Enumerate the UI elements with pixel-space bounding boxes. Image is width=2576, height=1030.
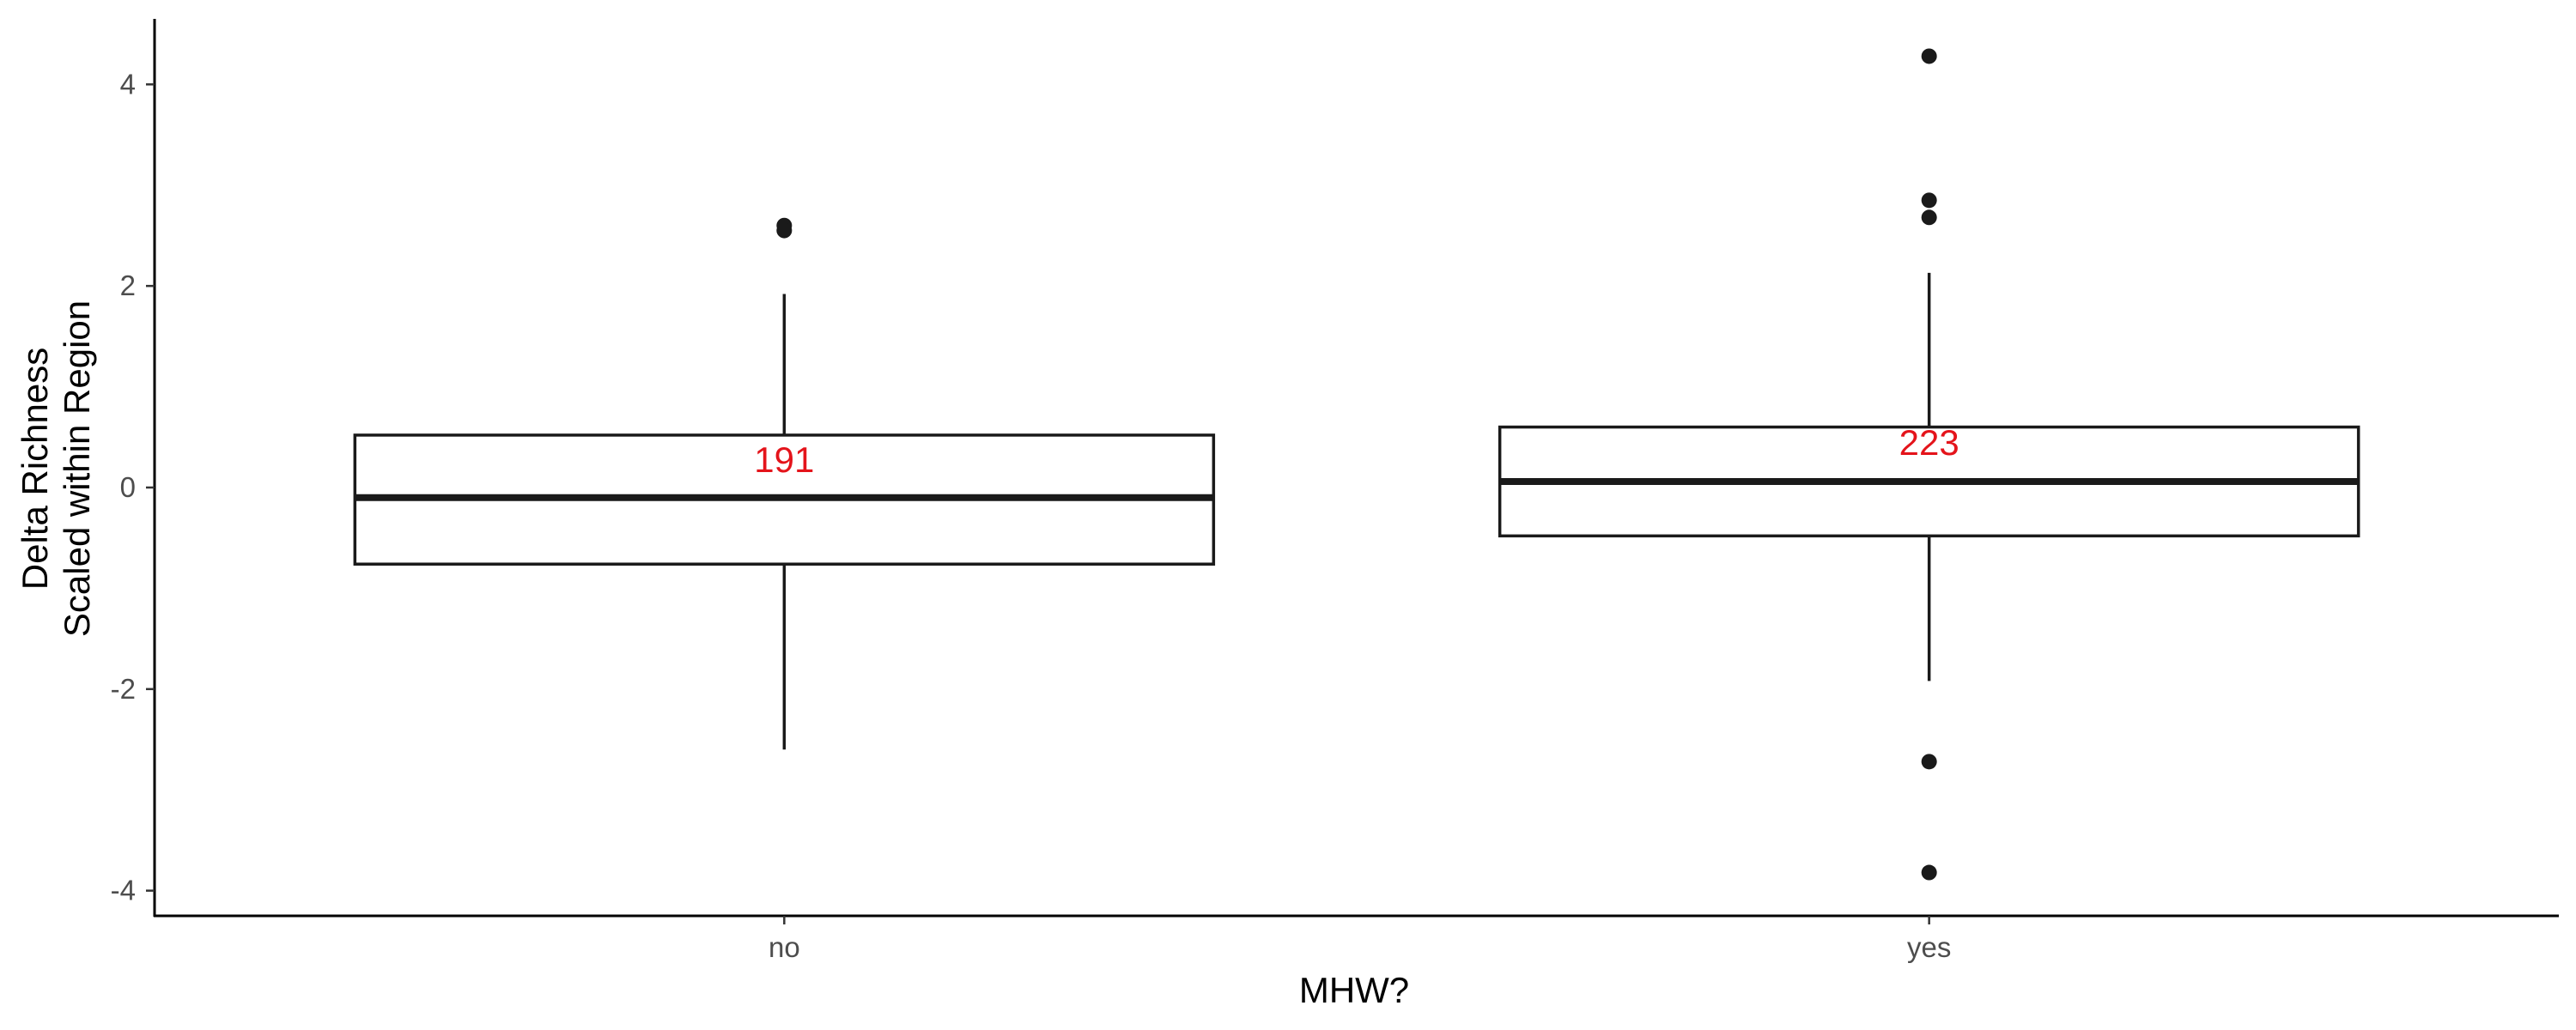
- outlier-point: [1921, 48, 1937, 64]
- y-tick-label: -2: [111, 673, 136, 705]
- y-axis-title-line-1: Delta Richness: [15, 348, 55, 590]
- plot-area: -4 -2 0 2 4 no 191 yes 223: [111, 19, 2559, 963]
- y-axis-title: Delta Richness Scaled within Region: [15, 300, 97, 637]
- outlier-point: [1921, 209, 1937, 226]
- count-label: 223: [1899, 422, 1959, 463]
- y-tick-label: 0: [120, 471, 136, 503]
- count-label: 191: [754, 439, 814, 480]
- x-tick-label: no: [769, 931, 800, 963]
- outlier-point: [1921, 754, 1937, 770]
- x-axis-title: MHW?: [1299, 970, 1409, 1010]
- outlier-point: [776, 222, 793, 239]
- outlier-point: [1921, 864, 1937, 881]
- outlier-point: [1921, 192, 1937, 209]
- x-tick-label: yes: [1907, 931, 1951, 963]
- y-axis-title-line-2: Scaled within Region: [57, 300, 97, 637]
- y-tick-label: -4: [111, 875, 136, 906]
- y-tick-label: 4: [120, 68, 136, 100]
- y-tick-label: 2: [120, 270, 136, 301]
